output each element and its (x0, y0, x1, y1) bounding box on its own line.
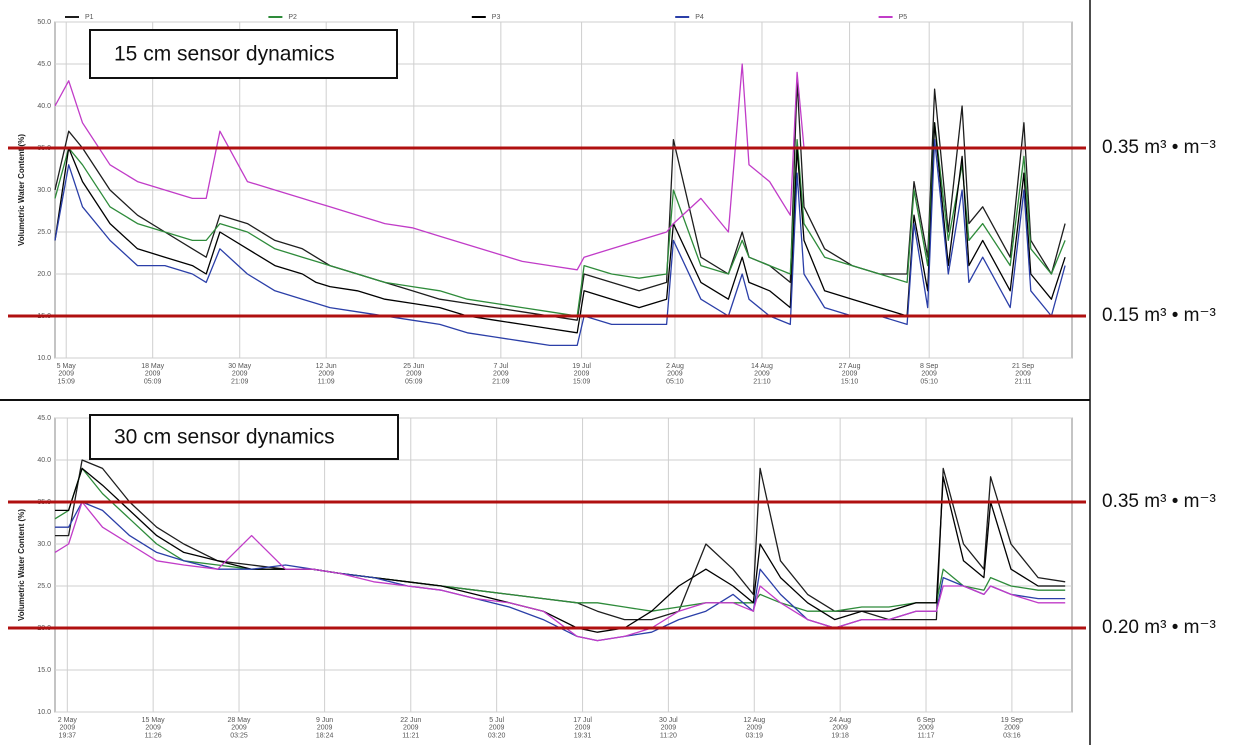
x-tick-label: 30 Jul 2009 11:20 (659, 717, 678, 739)
x-tick-label: 8 Sep 2009 05:10 (920, 363, 938, 385)
x-tick-label: 17 Jul 2009 19:31 (573, 717, 592, 739)
x-tick-label: 27 Aug 2009 15:10 (839, 363, 861, 385)
x-tick-label: 7 Jul 2009 21:09 (492, 363, 510, 385)
legend-label: P1 (85, 14, 94, 21)
threshold-label: 0.35 m³ • m⁻³ (1102, 491, 1216, 512)
threshold-label: 0.20 m³ • m⁻³ (1102, 617, 1216, 638)
y-axis-label: Volumetric Water Content (%) (17, 134, 26, 246)
x-tick-label: 24 Aug 2009 19:18 (829, 717, 851, 739)
y-tick-label: 15.0 (37, 667, 51, 674)
legend-label: P4 (695, 14, 704, 21)
y-tick-label: 10.0 (37, 709, 51, 716)
x-tick-label: 30 May 2009 21:09 (228, 363, 251, 385)
x-tick-label: 6 Sep 2009 11:17 (917, 717, 935, 739)
x-tick-label: 18 May 2009 05:09 (141, 363, 164, 385)
series-line (54, 138, 1066, 347)
series-line (54, 80, 1066, 321)
x-tick-label: 14 Aug 2009 21:10 (751, 363, 773, 385)
series-line (54, 122, 1066, 317)
x-tick-label: 5 Jul 2009 03:20 (488, 717, 506, 739)
legend-label: P3 (492, 14, 501, 21)
x-tick-label: 25 Jun 2009 05:09 (403, 363, 424, 385)
threshold-label: 0.15 m³ • m⁻³ (1102, 305, 1216, 326)
x-tick-label: 21 Sep 2009 21:11 (1012, 363, 1034, 385)
y-tick-label: 10.0 (37, 355, 51, 362)
chart-title: 30 cm sensor dynamics (114, 426, 335, 449)
series-line (54, 501, 1066, 642)
series-line (54, 467, 1066, 612)
x-tick-label: 2 Aug 2009 05:10 (666, 363, 684, 385)
x-tick-label: 22 Jun 2009 11:21 (400, 717, 421, 739)
y-tick-label: 30.0 (37, 187, 51, 194)
x-tick-label: 12 Jun 2009 11:09 (316, 363, 337, 385)
chart-title: 15 cm sensor dynamics (114, 43, 335, 66)
x-tick-label: 28 May 2009 03:25 (228, 717, 251, 739)
y-tick-label: 40.0 (37, 103, 51, 110)
series-line (54, 63, 805, 271)
x-tick-label: 15 May 2009 11:26 (142, 717, 165, 739)
threshold-label: 0.35 m³ • m⁻³ (1102, 137, 1216, 158)
y-tick-label: 30.0 (37, 541, 51, 548)
title-box (89, 29, 398, 79)
y-tick-label: 45.0 (37, 415, 51, 422)
legend-label: P2 (288, 14, 297, 21)
x-tick-label: 5 May 2009 15:09 (57, 363, 77, 385)
x-tick-label: 19 Sep 2009 03:16 (1001, 717, 1023, 739)
x-tick-label: 9 Jun 2009 18:24 (316, 717, 334, 739)
plot-area (54, 417, 1073, 713)
y-tick-label: 20.0 (37, 271, 51, 278)
title-box (89, 414, 399, 460)
y-tick-label: 45.0 (37, 61, 51, 68)
series-line (54, 122, 1066, 334)
y-axis-label: Volumetric Water Content (%) (17, 509, 26, 621)
x-tick-label: 2 May 2009 19:37 (58, 717, 78, 739)
x-tick-label: 19 Jul 2009 15:09 (572, 363, 591, 385)
y-tick-label: 25.0 (37, 583, 51, 590)
y-tick-label: 50.0 (37, 19, 51, 26)
y-tick-label: 40.0 (37, 457, 51, 464)
y-tick-label: 25.0 (37, 229, 51, 236)
legend-label: P5 (899, 14, 908, 21)
x-tick-label: 12 Aug 2009 03:19 (743, 717, 765, 739)
